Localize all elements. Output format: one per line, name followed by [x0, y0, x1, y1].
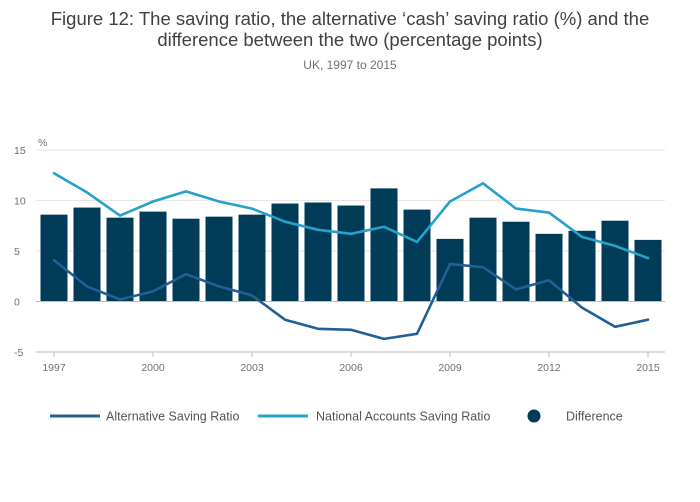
line-alternative-saving-ratio[interactable]: [52, 258, 650, 341]
difference-bar-2015[interactable]: [634, 239, 662, 302]
difference-bar-2012[interactable]: [535, 233, 563, 302]
y-axis-unit-label: %: [38, 137, 47, 149]
legend-swatch-difference[interactable]: [527, 409, 541, 423]
y-axis-ticks: 15 10 5 0 -5: [14, 145, 26, 359]
difference-bar-2010[interactable]: [469, 217, 497, 302]
chart-title-line-2: difference between the two (percentage p…: [157, 29, 543, 50]
difference-bar-2008[interactable]: [403, 209, 431, 302]
difference-bar-1999[interactable]: [106, 217, 134, 302]
difference-bar-2005[interactable]: [304, 202, 332, 302]
y-tick-label: 5: [14, 246, 20, 258]
y-tick-label: 0: [14, 297, 20, 309]
y-tick-label: 15: [14, 145, 26, 157]
series-lines: [52, 171, 650, 341]
x-axis: 1997 2000 2003 2006 2009 2012 2015: [36, 351, 665, 374]
chart-title: Figure 12: The saving ratio, the alterna…: [0, 8, 700, 50]
x-tick-label: 1997: [42, 362, 66, 374]
difference-bar-2009[interactable]: [436, 238, 464, 302]
y-tick-label: 10: [14, 196, 26, 208]
difference-bar-2007[interactable]: [370, 188, 398, 302]
chart-subtitle: UK, 1997 to 2015: [303, 58, 397, 72]
chart-title-line-1: Figure 12: The saving ratio, the alterna…: [50, 8, 650, 29]
difference-bars: [40, 188, 662, 302]
difference-bar-2013[interactable]: [568, 230, 596, 302]
difference-bar-2006[interactable]: [337, 205, 365, 302]
legend-label-alternative[interactable]: Alternative Saving Ratio: [106, 410, 239, 424]
legend-label-national[interactable]: National Accounts Saving Ratio: [316, 410, 490, 424]
x-tick-label: 2000: [141, 362, 165, 374]
line-national-accounts-saving-ratio[interactable]: [52, 171, 650, 260]
legend-label-difference[interactable]: Difference: [566, 410, 623, 424]
legend[interactable]: Alternative Saving Ratio National Account…: [50, 409, 623, 424]
y-tick-label: -5: [14, 347, 23, 359]
difference-bar-1997[interactable]: [40, 214, 68, 302]
difference-bar-2001[interactable]: [172, 218, 200, 302]
difference-bar-2000[interactable]: [139, 211, 167, 302]
difference-bar-2014[interactable]: [601, 220, 629, 302]
x-tick-label: 2012: [537, 362, 561, 374]
difference-bar-2004[interactable]: [271, 203, 299, 302]
x-tick-label: 2006: [339, 362, 363, 374]
x-tick-label: 2015: [636, 362, 660, 374]
x-tick-label: 2003: [240, 362, 264, 374]
difference-bar-2003[interactable]: [238, 214, 266, 302]
x-tick-label: 2009: [438, 362, 462, 374]
